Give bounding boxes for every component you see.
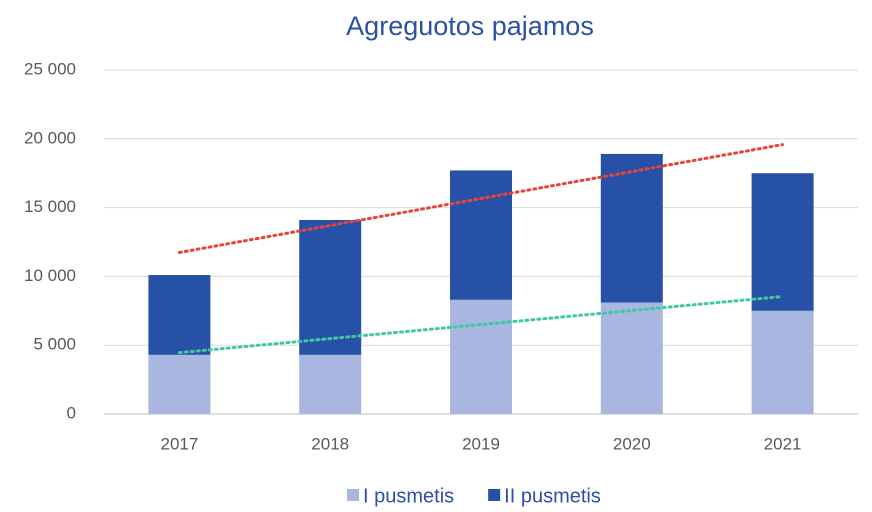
y-tick-label: 15 000 — [24, 197, 76, 216]
bar-segment — [450, 299, 512, 414]
bar-segment — [299, 354, 362, 414]
bar-segment — [450, 170, 512, 300]
y-tick-label: 10 000 — [24, 266, 76, 285]
legend-label: II pusmetis — [504, 485, 601, 507]
bar-segment — [751, 173, 814, 311]
x-tick-label: 2017 — [160, 434, 198, 453]
y-tick-label: 25 000 — [24, 59, 76, 78]
bar-segment — [148, 275, 211, 355]
chart-title: Agreguotos pajamos — [346, 11, 594, 41]
bar-segment — [751, 310, 814, 414]
x-tick-label: 2019 — [462, 434, 500, 453]
bar-segment — [600, 153, 663, 303]
bar-segment — [600, 302, 663, 414]
y-tick-label: 5 000 — [33, 335, 76, 354]
trendline — [177, 143, 785, 254]
x-tick-label: 2021 — [764, 434, 802, 453]
bar-segment — [148, 354, 211, 414]
x-tick-label: 2018 — [311, 434, 349, 453]
x-tick-label: 2020 — [613, 434, 651, 453]
legend-swatch — [347, 489, 359, 501]
bar-segment — [299, 219, 362, 355]
legend-swatch — [488, 489, 501, 501]
trendline — [177, 294, 785, 355]
y-tick-label: 20 000 — [24, 128, 76, 147]
legend-label: I pusmetis — [363, 485, 454, 507]
y-tick-label: 0 — [67, 403, 76, 422]
